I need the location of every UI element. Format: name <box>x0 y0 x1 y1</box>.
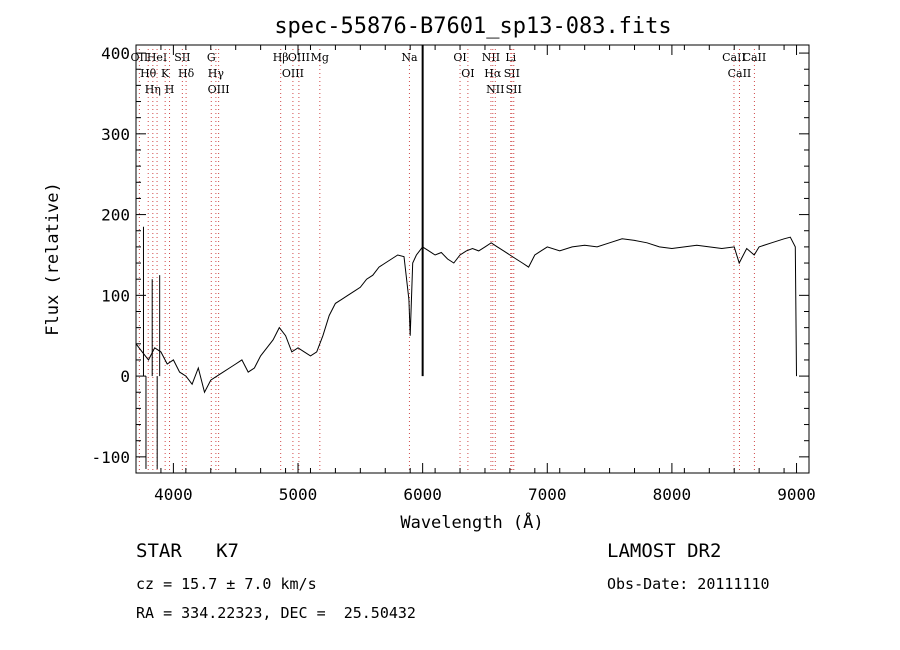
emission-line-label: CaII <box>743 51 767 64</box>
x-axis: 4000 5000 6000 7000 8000 9000 <box>135 45 816 504</box>
y-tick-label: 400 <box>101 44 130 63</box>
emission-line-label: NII <box>482 51 500 64</box>
y-tick-label: 0 <box>120 367 130 386</box>
emission-line-label: OI <box>453 51 466 64</box>
spectrum-line <box>135 236 797 394</box>
obs-date-text: Obs-Date: 20111110 <box>607 575 770 593</box>
y-tick-label: -100 <box>91 448 130 467</box>
emission-line-label: Hβ <box>273 51 289 64</box>
emission-line-label: OII <box>131 51 149 64</box>
emission-line-label: H <box>165 83 175 96</box>
emission-line-label: SII <box>504 67 520 80</box>
spectrum-series <box>135 45 797 469</box>
x-tick-label: 5000 <box>279 485 318 504</box>
emission-line-label: Hα <box>484 67 502 80</box>
object-class-text: STAR K7 <box>136 540 239 562</box>
survey-text: LAMOST DR2 <box>607 540 722 562</box>
emission-line-label: HeI <box>147 51 167 64</box>
emission-line-label: OIII <box>282 67 304 80</box>
y-tick-label: 200 <box>101 206 130 225</box>
x-tick-label: 9000 <box>777 485 816 504</box>
x-axis-label: Wavelength (Å) <box>400 511 543 533</box>
y-tick-label: 100 <box>101 286 130 305</box>
x-tick-label: 7000 <box>528 485 567 504</box>
chart-title: spec-55876-B7601_sp13-083.fits <box>274 14 671 39</box>
emission-line-label: SII <box>174 51 190 64</box>
emission-line-label: NII <box>486 83 504 96</box>
emission-line-label: Hη <box>145 83 161 96</box>
emission-line-label: OIII <box>208 83 230 96</box>
x-tick-label: 8000 <box>653 485 692 504</box>
emission-line-label: K <box>161 67 170 80</box>
plot-frame <box>135 44 810 474</box>
emission-line-label: Hγ <box>208 67 225 80</box>
y-axis-label: Flux (relative) <box>43 182 63 336</box>
x-tick-label: 6000 <box>403 485 442 504</box>
emission-line-label: G <box>207 51 216 64</box>
y-tick-label: 300 <box>101 125 130 144</box>
coordinates-text: RA = 334.22323, DEC = 25.50432 <box>136 604 416 622</box>
emission-line-label: OIII <box>288 51 310 64</box>
emission-line-label: CaII <box>722 51 746 64</box>
emission-line-label: Mg <box>311 51 329 64</box>
emission-line-label: SII <box>506 83 522 96</box>
y-axis: -100 0 100 200 300 400 <box>91 44 809 467</box>
redshift-text: cz = 15.7 ± 7.0 km/s <box>136 575 317 593</box>
emission-line-label: Na <box>401 51 418 64</box>
emission-line-label: Hθ <box>140 67 157 80</box>
emission-line-label: Hδ <box>178 67 195 80</box>
x-tick-label: 4000 <box>154 485 193 504</box>
emission-line-label: OI <box>461 67 474 80</box>
emission-line-label: Li <box>505 51 516 64</box>
emission-line-label: CaII <box>728 67 752 80</box>
